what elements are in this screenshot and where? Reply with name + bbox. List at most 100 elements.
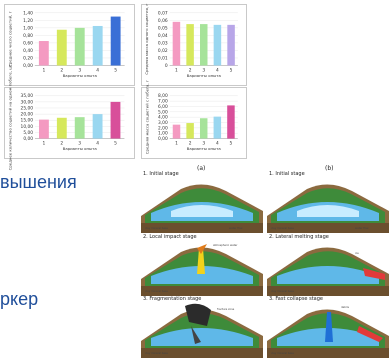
bar [110, 101, 121, 139]
y-tick-label: 5,00 [158, 109, 168, 115]
bar [227, 105, 235, 139]
bar [213, 24, 222, 66]
y-tick-label: 1,00 [23, 25, 33, 31]
x-axis-label: Варианты опыта [63, 146, 98, 151]
y-axis-label: Среднее количество соцветий на одном поб… [8, 63, 13, 170]
y-tick-label: 0,40 [23, 48, 33, 54]
stage-b1-illustration: clay mineral base water flow [267, 184, 389, 233]
bar [92, 114, 103, 139]
bar [56, 29, 67, 66]
x-tick-label: 4 [96, 140, 99, 146]
y-tick-label: 7,00 [158, 99, 168, 105]
y-tick-label: 0,00 [158, 136, 168, 142]
chart-svg-1: 0,00 0,200,40 0,600,80 1,001,20 1,40 1 2 3 4 5 Вар… [7, 10, 125, 78]
bar [56, 117, 67, 139]
svg-text:clay mineral base: clay mineral base [271, 351, 294, 355]
x-tick-label: 4 [96, 67, 99, 73]
x-axis-label: Варианты опыта [187, 146, 222, 151]
bar [74, 117, 85, 139]
bar [172, 124, 181, 139]
x-tick-label: 5 [230, 140, 233, 146]
chart-panel-4: 0,00 1,00 2,00 3,00 4,00 5,00 6,00 7,00 8,00 1 2 3 4… [141, 80, 247, 159]
stage-b3-title: 3. Fast collapse stage [269, 296, 323, 302]
stage-a1-illustration: clay mineral base water flow [141, 184, 263, 233]
bar [186, 24, 194, 66]
x-tick-label: 4 [216, 67, 219, 73]
y-tick-label: 0,03 [158, 40, 168, 46]
chart-svg-2: 0 0,010,02 0,030,04 0,050,06 0,07 1 2 3 4 5 Вариан… [144, 4, 238, 78]
stage-b3-illustration: debris clay mineral base [267, 305, 389, 358]
y-tick-label: 10,00 [21, 124, 34, 130]
svg-text:clay mineral base: clay mineral base [145, 226, 168, 230]
stage-a2: atmospheric water clay mineral base 2. L… [141, 234, 263, 296]
y-tick-label: 30,00 [21, 99, 34, 105]
column-label-b: (b) [325, 165, 334, 172]
stage-b2: ice clay mineral base 2. Lateral melting… [267, 234, 389, 296]
x-tick-label: 1 [43, 140, 46, 146]
stage-b1-title: 1. Initial stage [269, 171, 305, 177]
svg-text:water flow: water flow [355, 226, 369, 230]
x-tick-label: 3 [78, 67, 81, 73]
x-tick-label: 3 [202, 67, 205, 73]
y-tick-label: 0,00 [23, 136, 33, 142]
x-tick-label: 5 [230, 67, 233, 73]
y-tick-label: 2,00 [158, 125, 168, 131]
bar [172, 21, 181, 66]
svg-text:atmospheric water: atmospheric water [213, 243, 238, 247]
y-tick-label: 5,00 [23, 130, 33, 136]
x-axis-label: Варианты опыта [63, 73, 98, 78]
y-tick-label: 0,60 [23, 40, 33, 46]
stage-b2-title: 2. Lateral melting stage [269, 234, 329, 240]
y-tick-label: 0 [165, 63, 168, 69]
y-tick-label: 25,00 [21, 105, 34, 111]
svg-text:clay mineral base: clay mineral base [271, 226, 294, 230]
chart-svg-4: 0,001,002,003,004,005,006,007,008,00 1 2 3 4… [144, 80, 238, 154]
y-axis-label: Средняя масса одного соцветия, г [144, 4, 149, 75]
y-tick-label: 0,02 [158, 48, 168, 54]
bar [92, 25, 103, 66]
bar [199, 118, 208, 139]
x-tick-label: 5 [114, 67, 117, 73]
svg-text:ice: ice [355, 251, 359, 255]
y-tick-label: 1,00 [158, 131, 168, 137]
bar [38, 41, 49, 66]
bar [186, 123, 194, 139]
column-label-a: (a) [197, 165, 206, 172]
svg-text:clay mineral base: clay mineral base [145, 289, 168, 293]
y-tick-label: 0,06 [158, 18, 168, 24]
stage-b1: clay mineral base water flow 1. Initial … [267, 171, 389, 233]
x-tick-label: 2 [60, 67, 63, 73]
x-tick-label: 2 [189, 67, 192, 73]
y-tick-label: 0,04 [158, 33, 168, 39]
x-tick-label: 2 [60, 140, 63, 146]
y-tick-label: 20,00 [21, 112, 34, 118]
slide-text-fragment-2: ркер [0, 289, 39, 309]
svg-text:fracture zone: fracture zone [217, 307, 235, 311]
x-tick-label: 1 [175, 140, 178, 146]
stage-a1-title: 1. Initial stage [143, 171, 179, 177]
bar [39, 119, 49, 139]
bar [74, 27, 85, 66]
y-tick-label: 0,20 [23, 55, 33, 61]
stage-a2-illustration: atmospheric water clay mineral base [141, 243, 263, 296]
y-tick-label: 8,00 [158, 93, 168, 99]
stage-a3-illustration: fracture zone clay mineral base [141, 303, 263, 358]
x-tick-label: 5 [114, 140, 117, 146]
y-tick-label: 0,05 [158, 25, 168, 31]
slide-text-fragment-1: вышения [0, 172, 77, 192]
y-axis-label: Средняя масса соцветий с побега, г [144, 80, 149, 154]
y-tick-label: 3,00 [158, 120, 168, 126]
y-tick-label: 35,00 [21, 93, 34, 99]
bar [200, 24, 208, 66]
svg-text:debris: debris [341, 305, 350, 309]
y-tick-label: 0,80 [23, 33, 33, 39]
y-tick-label: 4,00 [158, 115, 168, 121]
bar [213, 116, 222, 139]
y-tick-label: 15,00 [21, 118, 34, 124]
svg-text:clay mineral base: clay mineral base [145, 351, 168, 355]
y-axis-label: Среднее число соцветий, г [7, 11, 12, 67]
x-axis-label: Варианты опыта [187, 73, 222, 78]
svg-text:water flow: water flow [229, 226, 243, 230]
ice-collapse-diagram: (a) (b) clay mineral base water flow 1. … [139, 165, 391, 358]
